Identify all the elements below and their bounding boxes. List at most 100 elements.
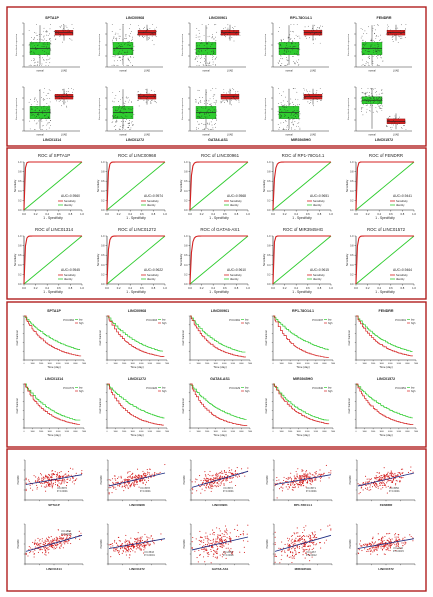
roc-x-label: 1 - Specificity (375, 290, 395, 294)
roc-y-tick-label: 0.8 (101, 171, 105, 174)
data-point (369, 96, 370, 98)
data-point (113, 116, 115, 118)
data-point (373, 102, 375, 103)
data-point (199, 554, 201, 556)
data-point (313, 98, 315, 100)
data-point (43, 486, 45, 488)
data-point (212, 485, 214, 487)
data-point (129, 470, 131, 473)
data-point (384, 553, 386, 555)
data-point (120, 121, 122, 123)
data-point (35, 476, 37, 478)
data-point (108, 492, 110, 494)
data-point (225, 532, 227, 534)
data-point (113, 116, 114, 118)
data-point (293, 114, 294, 116)
km-curve-high (190, 383, 248, 426)
data-point (375, 546, 378, 548)
legend-high: high (79, 323, 84, 325)
data-point (298, 59, 300, 61)
data-point (62, 478, 64, 480)
data-point (143, 37, 144, 38)
data-point (377, 51, 379, 53)
data-point (62, 93, 64, 95)
data-point (47, 484, 50, 486)
data-point (34, 542, 36, 545)
scatter-y-label: PGRMC (183, 539, 186, 549)
data-point (370, 547, 372, 549)
data-point (379, 478, 381, 480)
data-point (215, 57, 216, 59)
data-point (225, 539, 227, 541)
data-point (49, 39, 50, 40)
data-point (34, 546, 36, 548)
data-point (386, 546, 388, 548)
data-point (219, 485, 221, 487)
data-point (294, 543, 296, 545)
km-curve-high (107, 315, 165, 357)
data-point (207, 479, 209, 482)
data-point (118, 128, 120, 130)
km-x-tick-label: 4000 (139, 431, 143, 433)
data-point (364, 543, 366, 545)
data-point (127, 476, 129, 478)
data-point (209, 533, 211, 535)
scatter-y-label: PGRMC (100, 539, 103, 549)
data-point (122, 126, 123, 128)
data-point (302, 485, 304, 487)
data-point (153, 541, 155, 543)
roc-y-tick-label: 0.0 (184, 209, 188, 212)
km-x-tick-label: 3000 (297, 363, 301, 365)
data-point (381, 89, 383, 91)
data-point (154, 96, 156, 98)
data-point (301, 470, 303, 472)
data-point (227, 24, 229, 26)
data-point (393, 118, 395, 120)
data-point (67, 29, 69, 30)
data-point (287, 64, 289, 66)
data-point (292, 119, 293, 121)
data-point (295, 481, 297, 483)
data-point (128, 545, 130, 547)
data-point (37, 44, 39, 46)
panel-a-frame (6, 6, 427, 147)
roc-y-tick-label: 0.8 (267, 245, 271, 248)
data-point (210, 548, 212, 551)
legend-identity: Identity (396, 277, 405, 281)
km-x-tick-label: 7000 (165, 431, 169, 433)
data-point (296, 114, 298, 115)
data-point (50, 546, 52, 548)
data-point (277, 124, 279, 125)
data-point (289, 544, 291, 546)
data-point (293, 556, 295, 558)
data-point (47, 93, 49, 94)
roc-x-tick-label: 1.0 (163, 286, 167, 290)
data-point (292, 31, 293, 32)
data-point (365, 41, 366, 42)
data-point (278, 47, 280, 49)
data-point (42, 476, 44, 478)
data-point (153, 543, 155, 545)
data-point (123, 118, 124, 120)
data-point (34, 62, 36, 64)
data-point (315, 31, 317, 33)
data-point (45, 490, 47, 492)
data-point (207, 43, 209, 44)
data-point (39, 57, 41, 58)
data-point (230, 90, 231, 91)
km-p-value: P=0.0051 (395, 387, 406, 390)
data-point (230, 538, 232, 540)
data-point (129, 475, 131, 477)
data-point (216, 556, 218, 558)
data-point (116, 65, 118, 67)
data-point (195, 58, 196, 60)
data-point (318, 98, 320, 100)
data-point (198, 127, 199, 129)
data-point (297, 104, 299, 106)
data-point (291, 561, 293, 564)
data-point (145, 96, 146, 98)
data-point (399, 480, 402, 482)
data-point (285, 486, 287, 488)
data-point (225, 480, 227, 482)
